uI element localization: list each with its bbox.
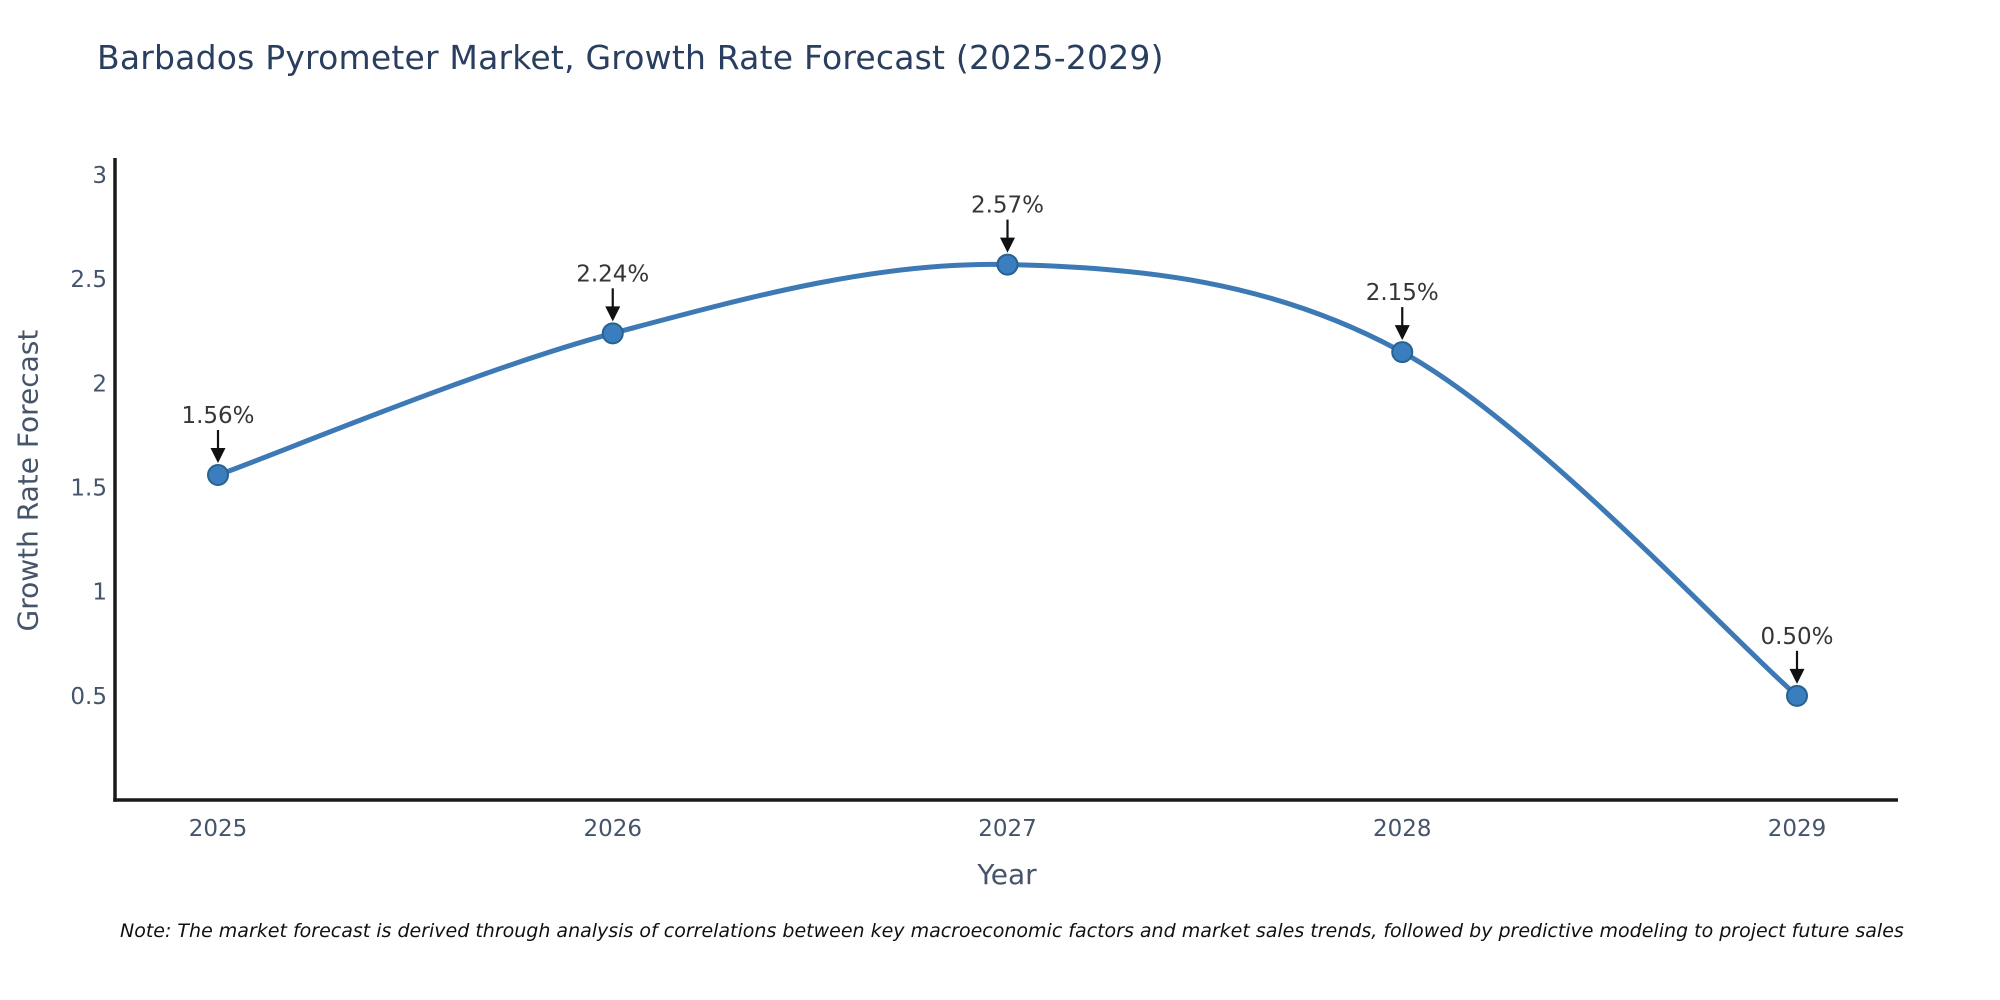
y-tick-label: 3 <box>92 163 107 189</box>
y-axis-title: Growth Rate Forecast <box>11 329 45 632</box>
annotation-arrow-head <box>605 306 621 322</box>
x-tick-label: 2027 <box>978 816 1037 842</box>
y-tick-label: 1 <box>92 580 107 606</box>
data-point-label: 0.50% <box>1760 624 1833 650</box>
data-point-marker <box>1391 341 1414 364</box>
annotation-arrow-head <box>1000 237 1015 253</box>
data-point-marker <box>1786 684 1808 707</box>
forecast-line <box>215 261 1800 699</box>
data-point-marker <box>601 322 624 345</box>
data-point-label: 2.24% <box>576 261 649 287</box>
y-tick-label: 0.5 <box>70 684 107 710</box>
data-point-label: 2.57% <box>971 193 1044 219</box>
data-point-label: 1.56% <box>181 403 254 429</box>
data-point-marker <box>996 253 1019 276</box>
x-tick-label: 2028 <box>1373 816 1432 842</box>
annotation-arrow-head <box>210 448 226 463</box>
footnote: Note: The market forecast is derived thr… <box>120 920 1904 942</box>
y-tick-label: 2 <box>92 371 107 397</box>
data-point-marker <box>207 464 229 486</box>
x-tick-label: 2025 <box>189 816 248 842</box>
x-axis-title: Year <box>977 858 1037 891</box>
x-tick-label: 2029 <box>1768 816 1827 842</box>
annotation-arrow-head <box>1394 325 1410 341</box>
x-tick-label: 2026 <box>583 816 642 842</box>
chart-title: Barbados Pyrometer Market, Growth Rate F… <box>97 38 1164 77</box>
data-point-label: 2.15% <box>1366 280 1439 306</box>
y-tick-label: 1.5 <box>70 476 107 502</box>
annotation-arrow-head <box>1789 668 1805 684</box>
y-tick-label: 2.5 <box>70 267 107 293</box>
